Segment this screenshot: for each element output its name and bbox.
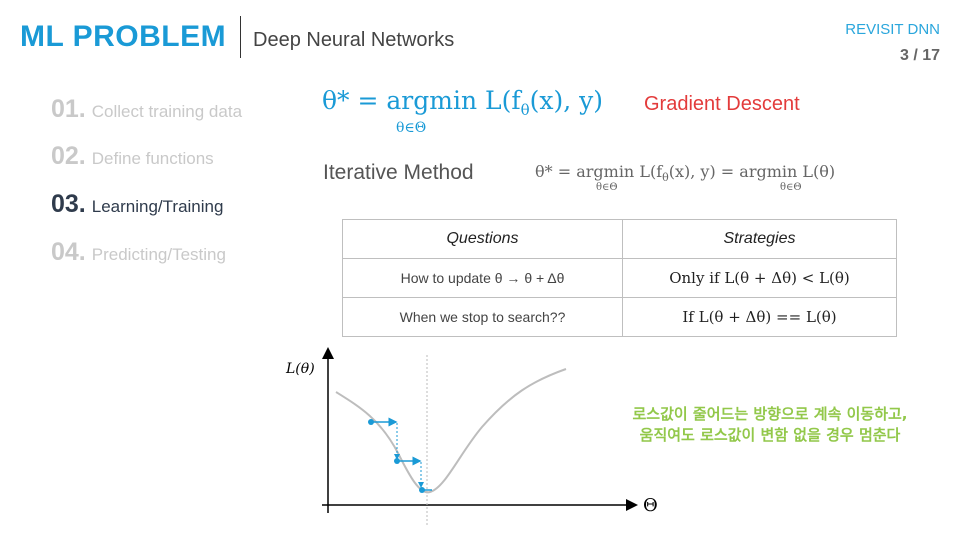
step-01: 01. Collect training data xyxy=(51,95,242,124)
equation-subscript: θ xyxy=(520,101,530,119)
table-row: When we stop to search?? If L(θ + Δθ) ==… xyxy=(342,297,897,337)
step-point xyxy=(419,487,425,493)
equation-rhs: (x), y) xyxy=(529,86,604,115)
argmin-equation: θ* = argmin L(fθ(x), y) θ∈Θ xyxy=(322,86,604,136)
loss-curve xyxy=(335,368,567,494)
step-label: Learning/Training xyxy=(91,197,224,216)
slide-title: ML PROBLEM xyxy=(20,20,227,53)
step-03: 03. Learning/Training xyxy=(51,190,223,219)
strategy-table: Questions Strategies How to update θ → θ… xyxy=(342,219,897,337)
step-02: 02. Define functions xyxy=(51,142,214,171)
step-number: 04. xyxy=(51,238,86,266)
iterative-method-label: Iterative Method xyxy=(323,161,474,184)
header-strategies: Strategies xyxy=(622,219,897,259)
title-divider xyxy=(240,16,241,58)
step-number: 01. xyxy=(51,95,86,123)
korean-note: 로스값이 줄어드는 방향으로 계속 이동하고, 움직여도 로스값이 변함 없을 … xyxy=(560,404,960,446)
strategy-cell: If L(θ + Δθ) == L(θ) xyxy=(622,297,897,337)
step-04: 04. Predicting/Testing xyxy=(51,238,226,267)
gradient-descent-label: Gradient Descent xyxy=(644,93,800,115)
step-point xyxy=(368,419,374,425)
table-header-row: Questions Strategies xyxy=(342,219,897,259)
iter-eq-sub: θ xyxy=(662,171,669,185)
iter-eq-part2: (x), y) = argmin L(θ) xyxy=(668,162,836,181)
note-line-1: 로스값이 줄어드는 방향으로 계속 이동하고, xyxy=(632,405,908,423)
iter-eq-under-2: θ∈Θ xyxy=(780,182,802,193)
loss-curve-diagram: L(θ) Θ xyxy=(285,347,658,525)
question-cell: When we stop to search?? xyxy=(342,297,623,337)
step-number: 02. xyxy=(51,142,86,170)
equation-under: θ∈Θ xyxy=(396,120,427,136)
iterative-equation: θ* = argmin L(fθ(x), y) = argmin L(θ) θ∈… xyxy=(535,162,836,193)
iter-eq-under-1: θ∈Θ xyxy=(596,182,618,193)
strategy-cell: Only if L(θ + Δθ) < L(θ) xyxy=(622,258,897,298)
question-cell: How to update θ → θ + Δθ xyxy=(342,258,623,298)
header-questions: Questions xyxy=(342,219,623,259)
step-point xyxy=(394,458,400,464)
y-axis-label: L(θ) xyxy=(285,361,315,377)
note-line-2: 움직여도 로스값이 변함 없을 경우 멈춘다 xyxy=(639,426,901,444)
section-label: REVISIT DNN xyxy=(845,21,940,38)
step-number: 03. xyxy=(51,190,86,218)
step-label: Collect training data xyxy=(91,102,243,121)
x-axis-label: Θ xyxy=(643,495,658,516)
iter-eq-part1: θ* = argmin L(f xyxy=(535,162,663,181)
step-label: Predicting/Testing xyxy=(91,245,226,264)
step-label: Define functions xyxy=(91,149,214,168)
slide-subtitle: Deep Neural Networks xyxy=(253,29,455,51)
table-row: How to update θ → θ + Δθ Only if L(θ + Δ… xyxy=(342,258,897,298)
page-number: 3 / 17 xyxy=(899,47,940,64)
equation-lhs: θ* = argmin L(f xyxy=(322,86,521,115)
